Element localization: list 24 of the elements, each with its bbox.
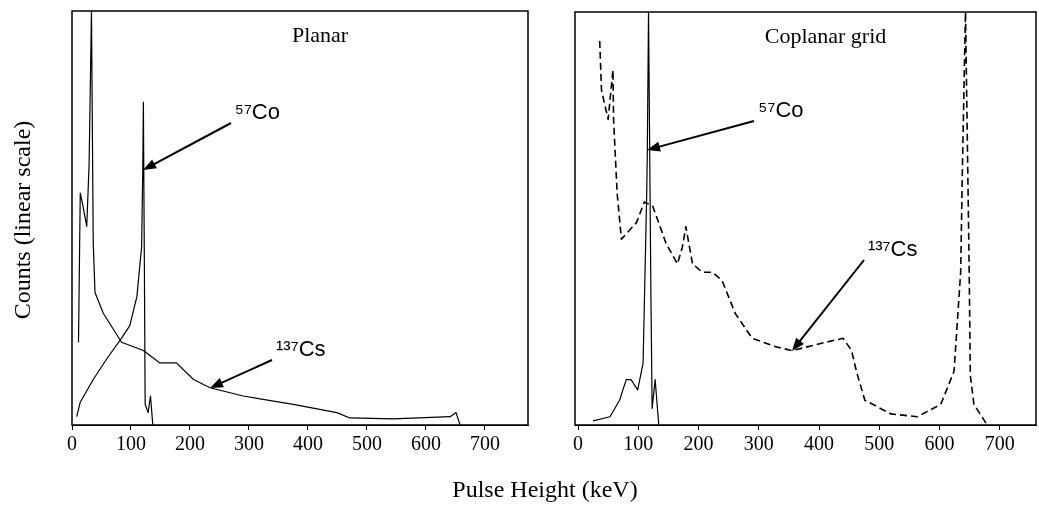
x-tick-label: 100 [115,432,146,455]
text: ⁵⁷Co [758,97,804,123]
series-label: ¹³⁷Cs [867,235,918,261]
x-tick-label: 0 [67,432,77,455]
text: ⁵⁷Co [234,98,280,124]
x-tick-label: 500 [351,432,382,455]
x-tick-label: 700 [984,432,1015,455]
series-label: ¹³⁷Cs [276,335,326,361]
x-tick-label: 200 [174,432,205,455]
x-tick-label: 100 [623,432,654,455]
x-tick-label: 400 [292,432,323,455]
x-tick-label: 600 [410,432,441,455]
x-tick-label: 500 [864,432,895,455]
x-tick-label: 700 [469,432,500,455]
y-axis-title: Counts (linear scale) [8,120,36,320]
x-axis-title: Pulse Height (keV) [452,476,638,503]
x-tick-label: 0 [573,432,584,455]
x-tick-label: 200 [683,432,714,455]
x-tick-label: 600 [924,432,955,455]
text: Coplanar grid [764,22,887,48]
x-tick-label: 300 [743,432,774,455]
text: Planar [291,21,349,47]
x-tick-label: 400 [804,432,835,455]
x-tick-label: 300 [233,432,264,455]
